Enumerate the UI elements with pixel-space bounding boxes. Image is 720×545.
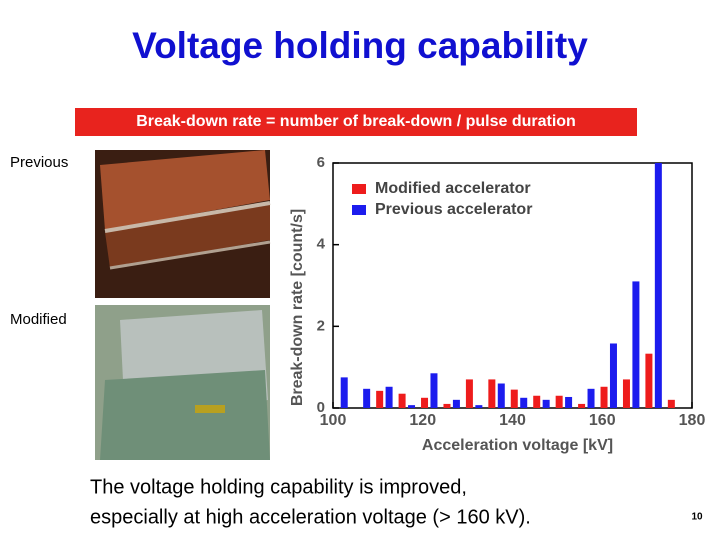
legend-swatch (352, 184, 366, 194)
bar (533, 395, 541, 408)
bar (465, 379, 473, 408)
bar (510, 389, 518, 408)
definition: Break-down rate = number of break-down /… (136, 113, 576, 130)
x-tick-label: 180 (679, 412, 706, 429)
photo-label: Modified (10, 311, 67, 328)
y-tick-label: 2 (317, 317, 325, 334)
bar (421, 397, 429, 408)
y-tick-label: 6 (317, 154, 325, 171)
x-tick-label: 140 (499, 412, 526, 429)
bar (340, 377, 348, 408)
legend-label: Previous accelerator (375, 201, 532, 218)
page-number: 10 (691, 512, 703, 523)
bar (600, 386, 608, 408)
x-tick-label: 120 (409, 412, 436, 429)
caption-line: The voltage holding capability is improv… (90, 476, 467, 498)
bar (452, 399, 460, 408)
bar (645, 353, 653, 408)
caption-line: especially at high acceleration voltage … (90, 506, 531, 528)
bar (622, 379, 630, 408)
bar (398, 393, 406, 408)
bar (408, 405, 416, 408)
bar (542, 399, 550, 408)
bar (632, 281, 640, 408)
x-tick-label: 160 (589, 412, 616, 429)
legend-label: Modified accelerator (375, 180, 531, 197)
bar (363, 388, 371, 408)
bar (430, 373, 438, 408)
slide-title: Voltage holding capability (132, 25, 588, 66)
chart: 0 2 4 6 100 120 140 160 180 Acceleration voltage … (289, 154, 705, 454)
photo-label: Previous (10, 154, 68, 171)
bar (565, 396, 573, 408)
bar (587, 388, 595, 408)
bar (578, 403, 586, 408)
bar (475, 405, 483, 408)
y-axis-label: Break-down rate [count/s] (289, 209, 306, 406)
y-tick-label: 0 (317, 399, 325, 416)
bar (667, 399, 675, 408)
bar (443, 403, 451, 408)
bar (654, 163, 662, 408)
bar (488, 379, 496, 408)
photo-previous (95, 150, 271, 298)
y-tick-label: 4 (317, 236, 326, 253)
bar (520, 397, 528, 408)
definition-box (75, 108, 637, 136)
bar (555, 395, 563, 408)
bar (497, 383, 505, 408)
photo-modified (95, 305, 270, 460)
legend-swatch (352, 205, 366, 215)
bar (385, 386, 393, 408)
x-axis-label: Acceleration voltage [kV] (422, 437, 613, 454)
bar (376, 390, 384, 408)
bar (609, 343, 617, 408)
x-tick-label: 100 (320, 412, 347, 429)
